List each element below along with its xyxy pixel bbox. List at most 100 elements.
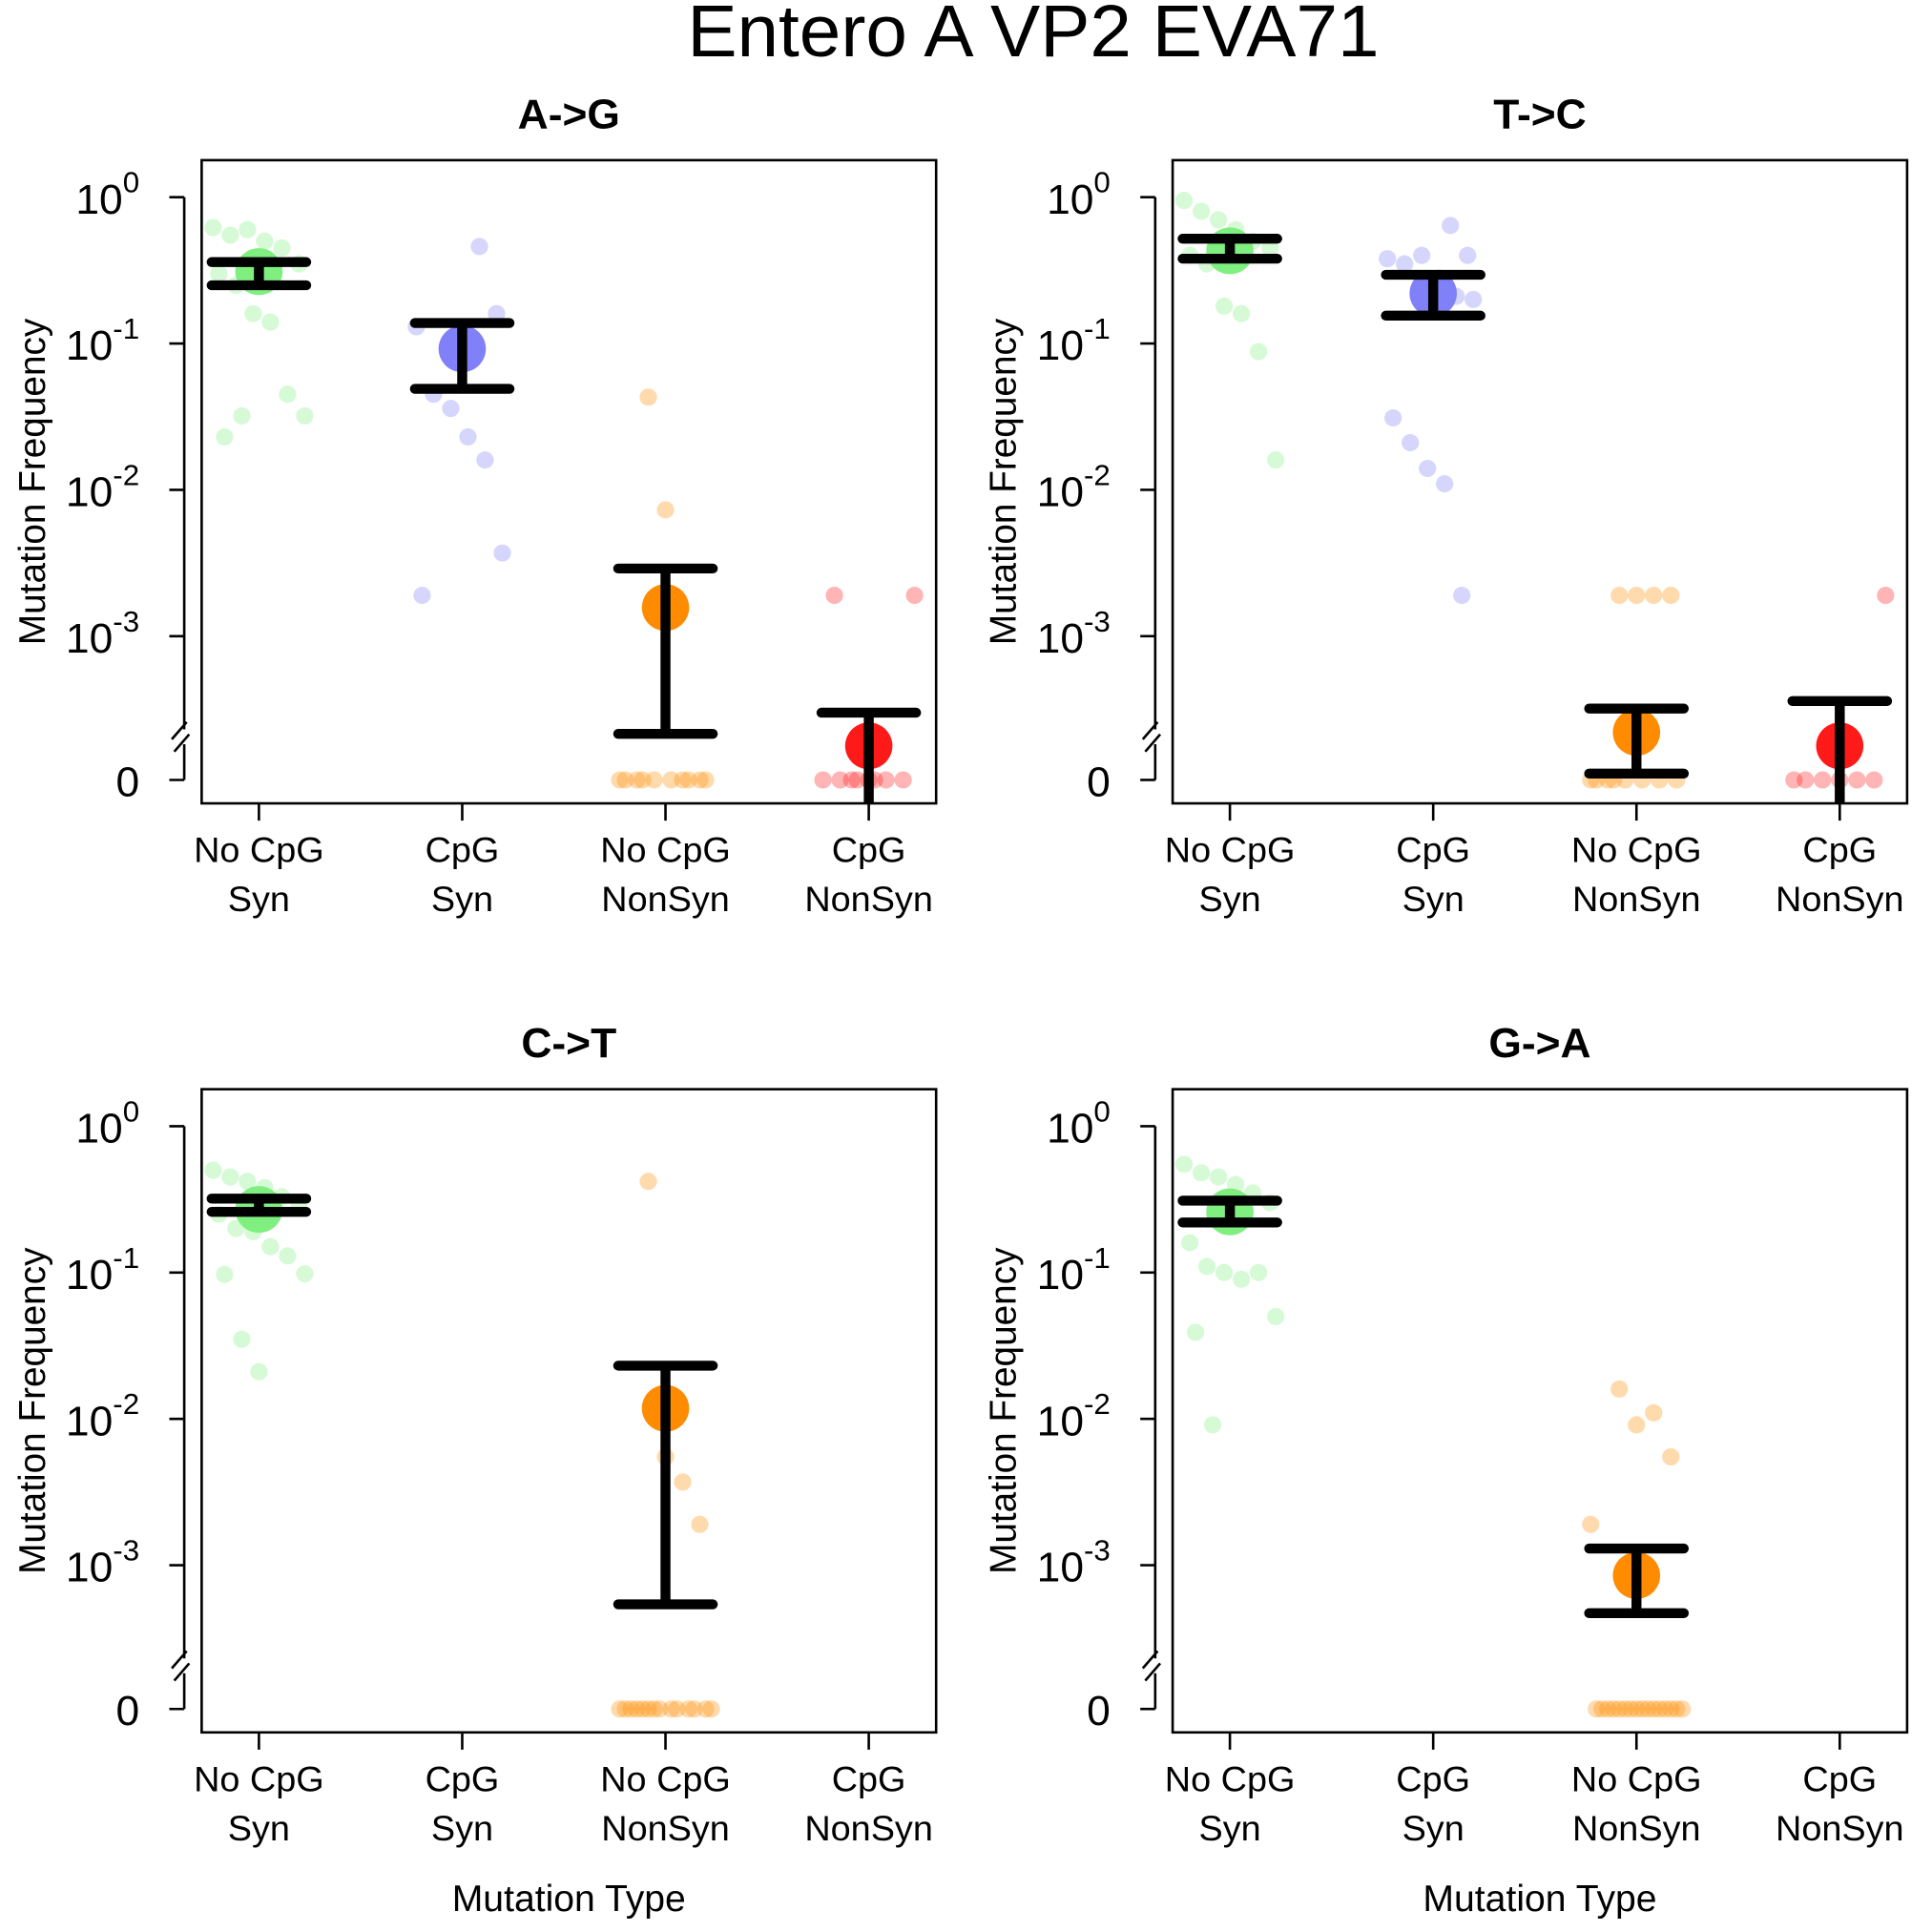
tick-base: 10 [66, 1544, 113, 1590]
data-point [442, 400, 460, 418]
data-point [1174, 1155, 1194, 1174]
x-tick-label: Syn [1199, 879, 1261, 919]
data-point [1656, 1700, 1674, 1718]
plot-area [204, 1161, 720, 1718]
y-tick-label: 10-1 [1037, 312, 1111, 368]
x-tick-label: NonSyn [1776, 879, 1904, 919]
data-point [476, 451, 494, 469]
data-point [1459, 246, 1477, 264]
y-tick-label: 10-3 [1037, 1534, 1111, 1590]
data-point [1610, 586, 1629, 605]
data-point [221, 1168, 239, 1186]
data-point [239, 1173, 257, 1191]
data-point [1814, 771, 1832, 789]
tick-exponent: -3 [113, 605, 139, 638]
y-tick-label: 10-1 [66, 1241, 139, 1298]
data-point [691, 1515, 709, 1533]
tick-base: 10 [66, 1398, 113, 1444]
x-tick-label: NonSyn [1572, 1808, 1701, 1848]
tick-exponent: 0 [1093, 1095, 1110, 1129]
data-point [279, 385, 297, 404]
data-point [1465, 290, 1483, 308]
y-tick-label: 10-1 [1037, 1241, 1111, 1298]
data-point [273, 239, 291, 257]
data-point [905, 586, 924, 605]
data-point [1186, 1323, 1205, 1341]
y-tick-label: 100 [1047, 1095, 1111, 1152]
y-tick-label: 10-3 [66, 1534, 139, 1590]
x-tick-label: Syn [1402, 1808, 1465, 1848]
data-point [668, 1700, 686, 1718]
plot-frame [1171, 1088, 1909, 1735]
x-tick-label: No CpG [194, 830, 324, 870]
y-tick-label: 0 [115, 758, 139, 805]
x-tick-label: No CpG [600, 1759, 731, 1799]
data-point [1249, 1263, 1268, 1281]
data-point [1639, 1700, 1657, 1718]
data-point [1877, 586, 1895, 605]
figure-title: Entero A VP2 EVA71 [687, 0, 1379, 73]
data-point [628, 1700, 646, 1718]
x-tick-label: NonSyn [804, 1808, 933, 1848]
data-point [634, 771, 652, 789]
data-point [1453, 586, 1471, 605]
data-point [296, 1265, 314, 1283]
data-point [250, 1362, 268, 1381]
data-point [1379, 250, 1397, 268]
x-axis-label: Mutation Type [452, 1879, 686, 1920]
data-point [1266, 1307, 1285, 1326]
tick-base: 10 [75, 177, 122, 223]
x-tick-label: Syn [431, 1808, 493, 1848]
data-point [679, 771, 697, 789]
data-point [1593, 1700, 1611, 1718]
data-point [1645, 1700, 1663, 1718]
tick-base: 10 [75, 1105, 122, 1152]
x-tick-label: No CpG [1165, 830, 1296, 870]
tick-base: 10 [1037, 1252, 1084, 1298]
data-point [814, 771, 832, 789]
plot-frame [200, 158, 938, 805]
plot-frame [1171, 158, 1909, 805]
data-point [256, 232, 274, 250]
y-tick-label: 10-2 [66, 1388, 139, 1444]
x-tick-label: CpG [426, 1759, 500, 1799]
tick-exponent: 0 [123, 1095, 139, 1129]
data-point [1215, 1263, 1234, 1281]
data-point [1865, 771, 1883, 789]
data-point [1209, 1168, 1228, 1186]
data-point [470, 238, 488, 256]
x-tick-label: CpG [1802, 830, 1877, 870]
data-point [1192, 1164, 1211, 1182]
data-point [227, 1219, 245, 1237]
y-axis-label: Mutation Frequency [12, 318, 53, 645]
data-point [413, 586, 431, 605]
data-point [662, 1700, 680, 1718]
data-point [1180, 1234, 1199, 1252]
data-point [616, 1700, 634, 1718]
data-point [1249, 343, 1268, 361]
data-point [221, 226, 239, 244]
data-point [261, 313, 280, 331]
data-point [1209, 211, 1228, 229]
x-tick-label: No CpG [194, 1759, 324, 1799]
x-tick-label: CpG [1396, 1759, 1470, 1799]
x-axis-label: Mutation Type [1423, 1879, 1656, 1920]
plot-frame [200, 1088, 938, 1735]
tick-exponent: -1 [1084, 312, 1111, 345]
tick-exponent: -2 [113, 1388, 139, 1422]
data-point [1402, 433, 1420, 452]
tick-exponent: -3 [1084, 1534, 1111, 1568]
tick-exponent: 0 [1093, 166, 1110, 199]
x-tick-label: Syn [1199, 1808, 1261, 1848]
data-point [1266, 451, 1285, 469]
x-tick-label: Syn [431, 879, 493, 919]
data-point [1610, 1380, 1629, 1398]
x-tick-label: NonSyn [601, 1808, 730, 1848]
data-point [1436, 475, 1454, 493]
tick-base: 10 [66, 1252, 113, 1298]
data-point [696, 1700, 715, 1718]
data-point [651, 1700, 669, 1718]
data-point [679, 1700, 697, 1718]
